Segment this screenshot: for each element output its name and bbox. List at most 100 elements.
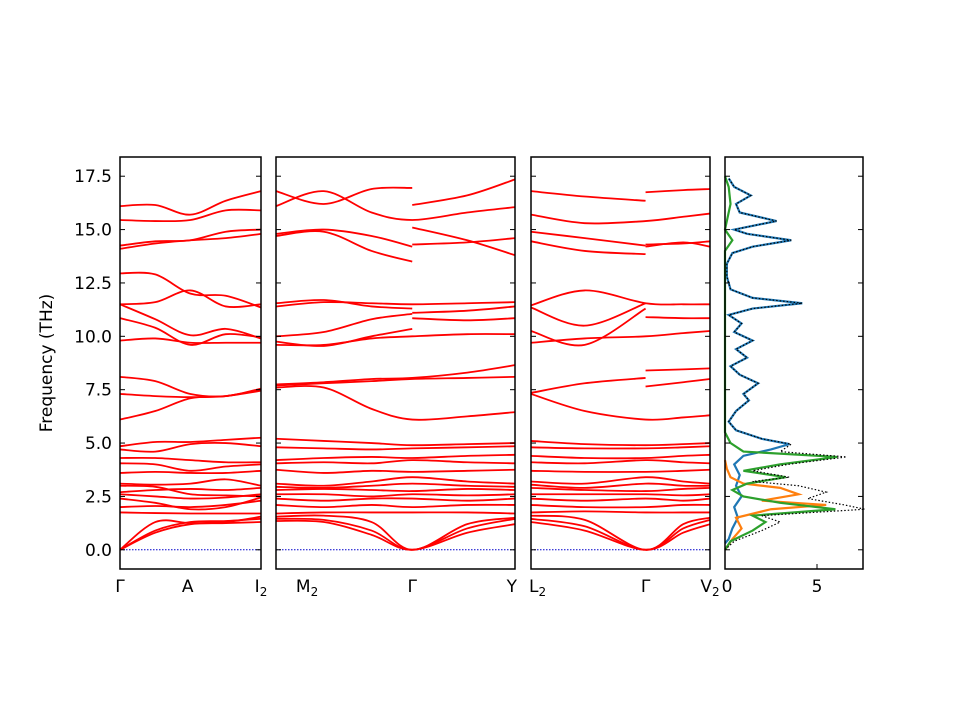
phonon-band	[530, 230, 646, 247]
phonon-band	[645, 188, 711, 194]
phonon-band	[275, 503, 516, 508]
band-panel-frame	[119, 156, 262, 570]
band-panel-2: M2 Γ Y	[275, 156, 518, 599]
band-panel-frame	[530, 156, 711, 570]
phonon-band	[530, 468, 711, 473]
phonon-band	[275, 301, 516, 308]
phonon-band	[119, 208, 262, 223]
phonon-band	[645, 378, 711, 388]
y-tick-label: 10.0	[74, 327, 112, 347]
phonon-band	[530, 393, 711, 421]
phonon-band	[119, 228, 262, 247]
x-tick-label: Γ	[641, 577, 651, 597]
phonon-band	[645, 367, 711, 372]
phonon-band	[530, 302, 646, 327]
phonon-band	[275, 230, 413, 263]
band-panel-1: Γ A I2	[115, 156, 267, 599]
phonon-band	[412, 178, 516, 206]
x-tick-label: M2	[296, 577, 318, 599]
phonon-band	[275, 519, 516, 551]
phonon-band	[275, 327, 413, 347]
phonon-band	[530, 440, 711, 447]
phonon-band	[412, 226, 516, 257]
phonon-band	[275, 493, 516, 498]
y-axis-label: Frequency (THz)	[37, 294, 57, 433]
phonon-band	[275, 514, 516, 551]
x-tick-label: Γ	[115, 577, 125, 597]
phonon-band	[530, 514, 711, 551]
phonon-band	[275, 453, 516, 462]
phonon-band	[275, 190, 516, 221]
band-panel-3: L2 Γ V2	[529, 156, 720, 599]
phonon-band	[119, 521, 262, 551]
phonon-band	[119, 493, 262, 500]
phonon-band	[530, 377, 646, 394]
phonon-band	[530, 289, 711, 307]
phonon-band	[530, 307, 647, 347]
phonon-band	[275, 445, 516, 451]
phonon-band	[275, 375, 516, 387]
x-tick-label: Γ	[407, 577, 417, 597]
phonon-band	[119, 271, 262, 309]
y-tick-label: 2.5	[85, 487, 112, 507]
phonon-band	[275, 364, 516, 386]
phonon-band	[119, 484, 262, 498]
phonon-band	[119, 515, 262, 551]
phonon-band	[412, 237, 516, 246]
phonon-band	[119, 496, 262, 511]
phonon-band	[119, 478, 262, 487]
phonon-band	[119, 456, 262, 464]
phonon-band	[275, 488, 516, 493]
phonon-band	[645, 316, 711, 320]
phonon-band	[119, 317, 262, 346]
phonon-band	[530, 212, 711, 225]
dos-curve-4	[724, 178, 865, 551]
x-tick-label: L2	[529, 577, 546, 599]
y-tick-label: 0.0	[85, 541, 112, 561]
phonon-band	[275, 459, 516, 465]
phonon-band	[119, 441, 262, 453]
phonon-band	[530, 453, 711, 460]
phonon-band	[119, 289, 262, 309]
phonon-band	[119, 462, 262, 472]
phonon-band	[530, 459, 711, 465]
phonon-band	[275, 228, 413, 248]
phonon-band	[119, 469, 262, 475]
phonon-band	[119, 303, 262, 340]
phonon-band	[530, 240, 646, 256]
phonon-band	[119, 436, 262, 448]
phonon-band	[275, 385, 516, 421]
dos-curve-1	[724, 177, 803, 545]
dos-panel-frame	[724, 156, 864, 570]
phonon-band	[412, 305, 516, 314]
x-tick-label: 0	[722, 577, 733, 597]
x-tick-label: V2	[700, 577, 719, 599]
phonon-band	[119, 375, 262, 398]
phonon-band	[275, 186, 413, 205]
phonon-band	[275, 482, 516, 489]
phonon-band	[119, 190, 262, 216]
phonon-band	[119, 486, 262, 494]
y-tick-label: 15.0	[74, 221, 112, 241]
phonon-band	[412, 317, 516, 322]
x-tick-label: Y	[506, 577, 518, 597]
phonon-band	[645, 241, 711, 248]
phonon-band	[530, 497, 711, 502]
phonon-band	[530, 486, 711, 493]
phonon-band	[275, 437, 516, 447]
phonon-band	[530, 476, 711, 485]
phonon-band	[530, 190, 646, 202]
band-panel-frame	[275, 156, 516, 570]
phonon-band	[275, 476, 516, 487]
dos-curve-3	[723, 175, 838, 551]
phonon-band	[275, 333, 516, 347]
y-tick-label: 7.5	[85, 381, 112, 401]
phonon-band	[275, 468, 516, 474]
x-tick-label: 5	[812, 577, 823, 597]
phonon-band	[645, 240, 711, 246]
phonon-band	[530, 493, 711, 497]
y-tick-label: 12.5	[74, 274, 112, 294]
phonon-band	[275, 299, 413, 310]
